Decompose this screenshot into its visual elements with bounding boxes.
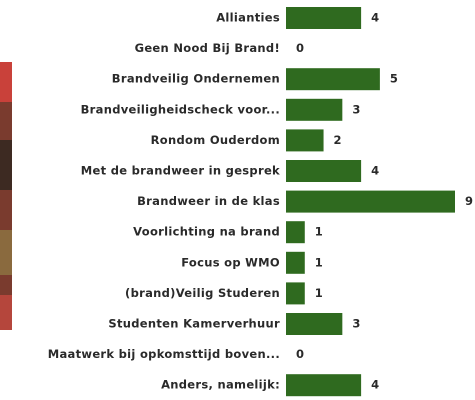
- bar: [286, 221, 305, 244]
- value-label: 1: [315, 255, 323, 269]
- bar: [286, 282, 305, 305]
- category-label: Brandweer in de klas: [137, 194, 280, 208]
- category-label: Geen Nood Bij Brand!: [135, 41, 280, 55]
- value-label: 4: [371, 378, 379, 392]
- bar: [286, 374, 362, 397]
- value-label: 3: [352, 102, 360, 116]
- value-label: 3: [352, 317, 360, 331]
- bar: [286, 160, 362, 182]
- category-label: Focus op WMO: [181, 255, 280, 269]
- bar: [286, 68, 380, 91]
- category-label: Voorlichting na brand: [133, 225, 280, 239]
- category-label: Met de brandweer in gesprek: [81, 164, 280, 178]
- bar: [286, 251, 305, 274]
- value-label: 0: [296, 347, 304, 361]
- bar: [286, 190, 455, 213]
- value-label: 1: [315, 225, 323, 239]
- category-label: Brandveiligheidscheck voor...: [81, 102, 280, 116]
- category-label: Studenten Kamerverhuur: [108, 317, 280, 331]
- bar: [286, 129, 324, 152]
- value-label: 1: [315, 286, 323, 300]
- category-label: Rondom Ouderdom: [151, 133, 280, 147]
- value-label: 4: [371, 11, 379, 25]
- photo-fragment: [0, 62, 12, 330]
- category-label: Anders, namelijk:: [161, 378, 280, 392]
- category-label: Maatwerk bij opkomsttijd boven...: [48, 347, 280, 361]
- value-label: 5: [390, 72, 398, 86]
- bar: [286, 98, 343, 121]
- category-label: (brand)Veilig Studeren: [125, 286, 280, 300]
- bar: [286, 313, 343, 335]
- value-label: 9: [465, 194, 473, 208]
- bar: [286, 7, 362, 29]
- value-label: 0: [296, 41, 304, 55]
- value-label: 2: [334, 133, 342, 147]
- value-label: 4: [371, 164, 379, 178]
- category-label: Allianties: [216, 11, 280, 25]
- category-label: Brandveilig Ondernemen: [112, 72, 280, 86]
